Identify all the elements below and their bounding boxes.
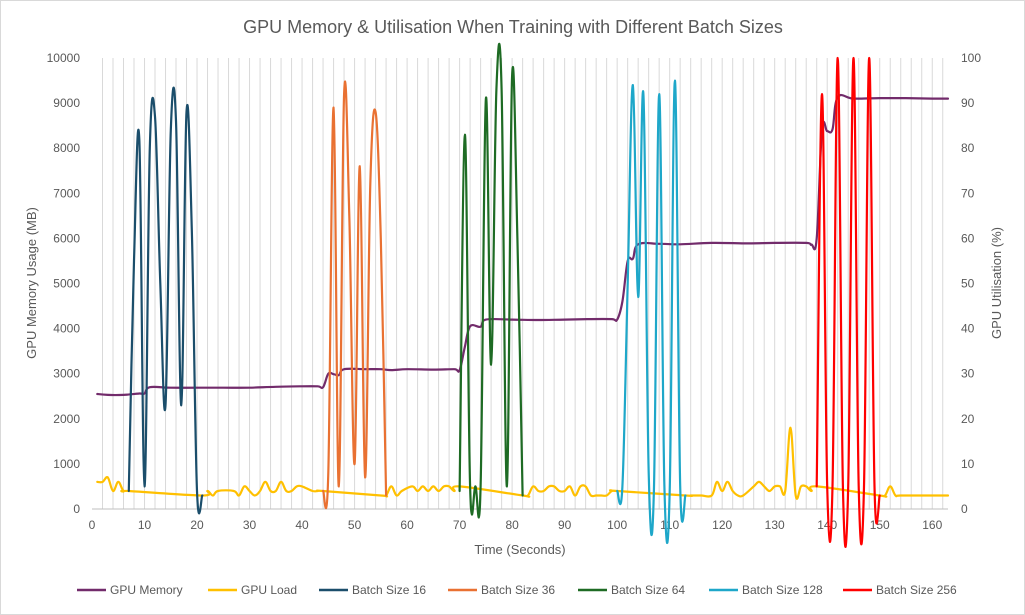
y-tick-label-right: 20 bbox=[961, 412, 975, 426]
y-axis-title-right: GPU Utilisation (%) bbox=[989, 227, 1004, 339]
y-tick-label-left: 10000 bbox=[47, 51, 81, 65]
x-tick-label: 100 bbox=[607, 518, 627, 532]
legend-label: Batch Size 16 bbox=[352, 583, 426, 597]
series-layer bbox=[96, 43, 950, 548]
series-line-gpu-load bbox=[96, 426, 950, 500]
y-tick-label-right: 80 bbox=[961, 141, 975, 155]
x-tick-label: 40 bbox=[295, 518, 309, 532]
x-tick-label: 0 bbox=[89, 518, 96, 532]
series-line-batch-size-16 bbox=[127, 86, 204, 515]
series-line-batch-size-36 bbox=[322, 80, 388, 510]
legend-label: Batch Size 256 bbox=[876, 583, 957, 597]
y-tick-label-left: 2000 bbox=[53, 412, 80, 426]
y-tick-label-left: 6000 bbox=[53, 231, 80, 245]
y-tick-label-left: 9000 bbox=[53, 96, 80, 110]
legend-label: Batch Size 128 bbox=[742, 583, 823, 597]
legend-label: GPU Memory bbox=[110, 583, 183, 597]
x-tick-label: 10 bbox=[138, 518, 152, 532]
y-tick-label-left: 8000 bbox=[53, 141, 80, 155]
x-tick-label: 90 bbox=[558, 518, 572, 532]
legend-label: Batch Size 64 bbox=[611, 583, 685, 597]
y-tick-label-right: 50 bbox=[961, 277, 975, 291]
y-tick-label-right: 0 bbox=[961, 502, 968, 516]
legend: GPU Memory GPU Load Batch Size 16 Batch Siz… bbox=[77, 583, 957, 597]
x-tick-label: 160 bbox=[922, 518, 942, 532]
x-tick-label: 20 bbox=[190, 518, 204, 532]
legend-label: GPU Load bbox=[241, 583, 297, 597]
y-tick-label-left: 0 bbox=[73, 502, 80, 516]
y-tick-label-right: 40 bbox=[961, 322, 975, 336]
x-tick-label: 30 bbox=[243, 518, 257, 532]
x-tick-label: 80 bbox=[505, 518, 519, 532]
series-line-batch-size-256 bbox=[815, 56, 881, 548]
y-tick-label-right: 60 bbox=[961, 231, 975, 245]
x-tick-label: 60 bbox=[400, 518, 414, 532]
y-tick-label-right: 90 bbox=[961, 96, 975, 110]
y-tick-label-left: 5000 bbox=[53, 277, 80, 291]
legend-label: Batch Size 36 bbox=[481, 583, 555, 597]
y-tick-label-left: 4000 bbox=[53, 322, 80, 336]
y-tick-label-right: 70 bbox=[961, 186, 975, 200]
y-tick-label-right: 30 bbox=[961, 367, 975, 381]
series-line-batch-size-64 bbox=[458, 43, 524, 519]
x-tick-label: 70 bbox=[453, 518, 467, 532]
y-tick-label-left: 1000 bbox=[53, 457, 80, 471]
series-line-batch-size-128 bbox=[616, 79, 687, 544]
x-axis-title: Time (Seconds) bbox=[474, 542, 565, 557]
x-tick-label: 50 bbox=[348, 518, 362, 532]
y-tick-label-right: 10 bbox=[961, 457, 975, 471]
chart-title: GPU Memory & Utilisation When Training w… bbox=[243, 17, 783, 37]
axes: 0 10 20 30 40 50 60 70 80 90 100 110 120 130 140 150 160… bbox=[47, 51, 982, 532]
y-axis-title-left: GPU Memory Usage (MB) bbox=[24, 207, 39, 359]
y-tick-label-right: 100 bbox=[961, 51, 981, 65]
x-tick-label: 130 bbox=[765, 518, 785, 532]
x-tick-label: 120 bbox=[712, 518, 732, 532]
y-tick-label-left: 7000 bbox=[53, 186, 80, 200]
x-tick-label: 150 bbox=[870, 518, 890, 532]
y-tick-label-left: 3000 bbox=[53, 367, 80, 381]
